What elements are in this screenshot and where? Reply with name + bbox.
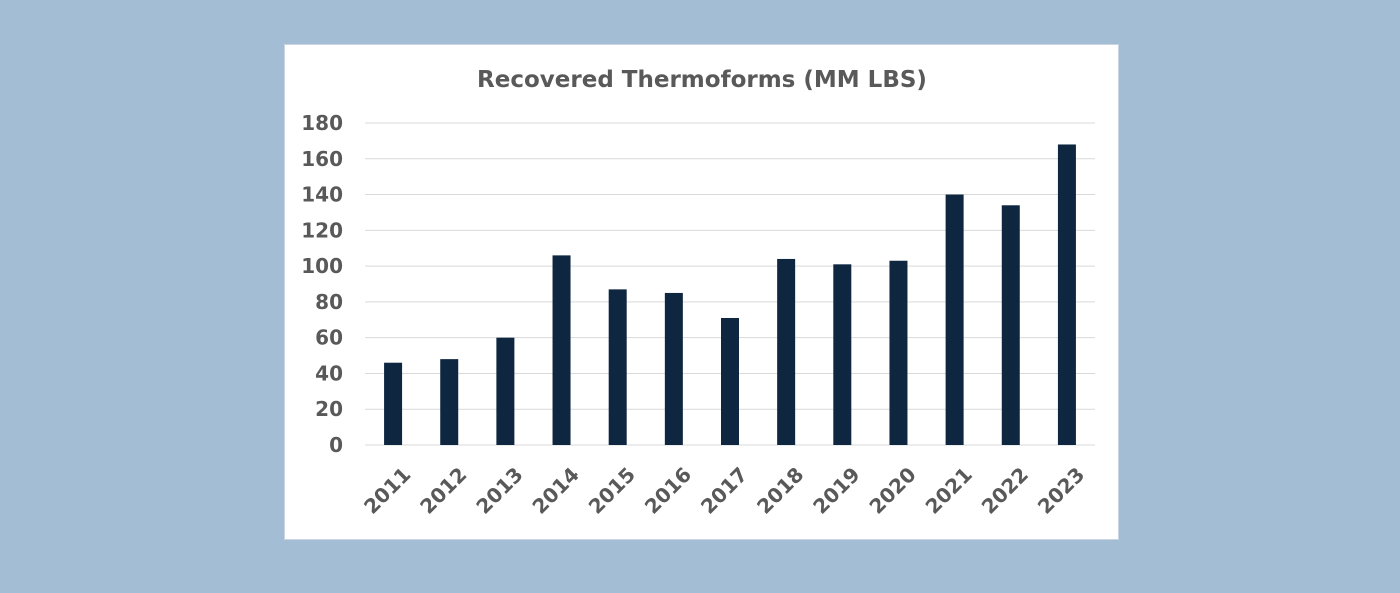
bar-2018	[777, 258, 796, 445]
x-tick-label: 2015	[584, 462, 640, 518]
bar-2011	[384, 362, 403, 445]
bar-2022	[1001, 205, 1020, 445]
y-tick-label: 20	[315, 397, 343, 421]
bar-2016	[664, 292, 683, 445]
y-tick-label: 120	[301, 218, 343, 242]
x-axis-ticks: 2011 2012 2013 2014 2015 2016 2017 2018 2019 2020…	[359, 462, 1089, 518]
bar-chart: Recovered Thermoforms (MM LBS) 0 20 40 60 80…	[301, 67, 1095, 519]
x-tick-label: 2020	[864, 462, 920, 518]
x-tick-label: 2014	[527, 462, 583, 518]
y-tick-label: 0	[329, 433, 343, 457]
x-tick-label: 2023	[1033, 462, 1089, 518]
y-tick-label: 100	[301, 254, 343, 278]
y-tick-label: 160	[301, 147, 343, 171]
x-tick-label: 2021	[921, 462, 977, 518]
x-tick-label: 2016	[640, 462, 696, 518]
x-tick-label: 2019	[808, 462, 864, 518]
y-tick-label: 140	[301, 183, 343, 207]
bar-2014	[552, 255, 571, 445]
x-tick-label: 2022	[977, 462, 1033, 518]
x-tick-label: 2011	[359, 462, 415, 518]
bar-2012	[440, 359, 459, 445]
bars	[384, 144, 1076, 445]
bar-2021	[945, 194, 964, 445]
y-tick-label: 60	[315, 326, 343, 350]
y-tick-label: 40	[315, 361, 343, 385]
y-tick-label: 180	[301, 111, 343, 135]
x-tick-label: 2017	[696, 462, 752, 518]
chart-title: Recovered Thermoforms (MM LBS)	[477, 67, 927, 93]
chart-card: Recovered Thermoforms (MM LBS) 0 20 40 60 80…	[284, 44, 1119, 540]
bar-2015	[608, 289, 627, 445]
bar-2017	[721, 317, 739, 445]
bar-2013	[496, 337, 515, 445]
y-tick-label: 80	[315, 290, 343, 314]
x-tick-label: 2013	[471, 462, 527, 518]
x-tick-label: 2018	[752, 462, 808, 518]
bar-2020	[889, 260, 908, 445]
bar-2023	[1057, 144, 1076, 445]
bar-2019	[833, 264, 852, 445]
x-tick-label: 2012	[415, 462, 471, 518]
y-axis-ticks: 0 20 40 60 80 100 120 140 160 180	[301, 111, 343, 457]
gridlines	[365, 122, 1095, 446]
